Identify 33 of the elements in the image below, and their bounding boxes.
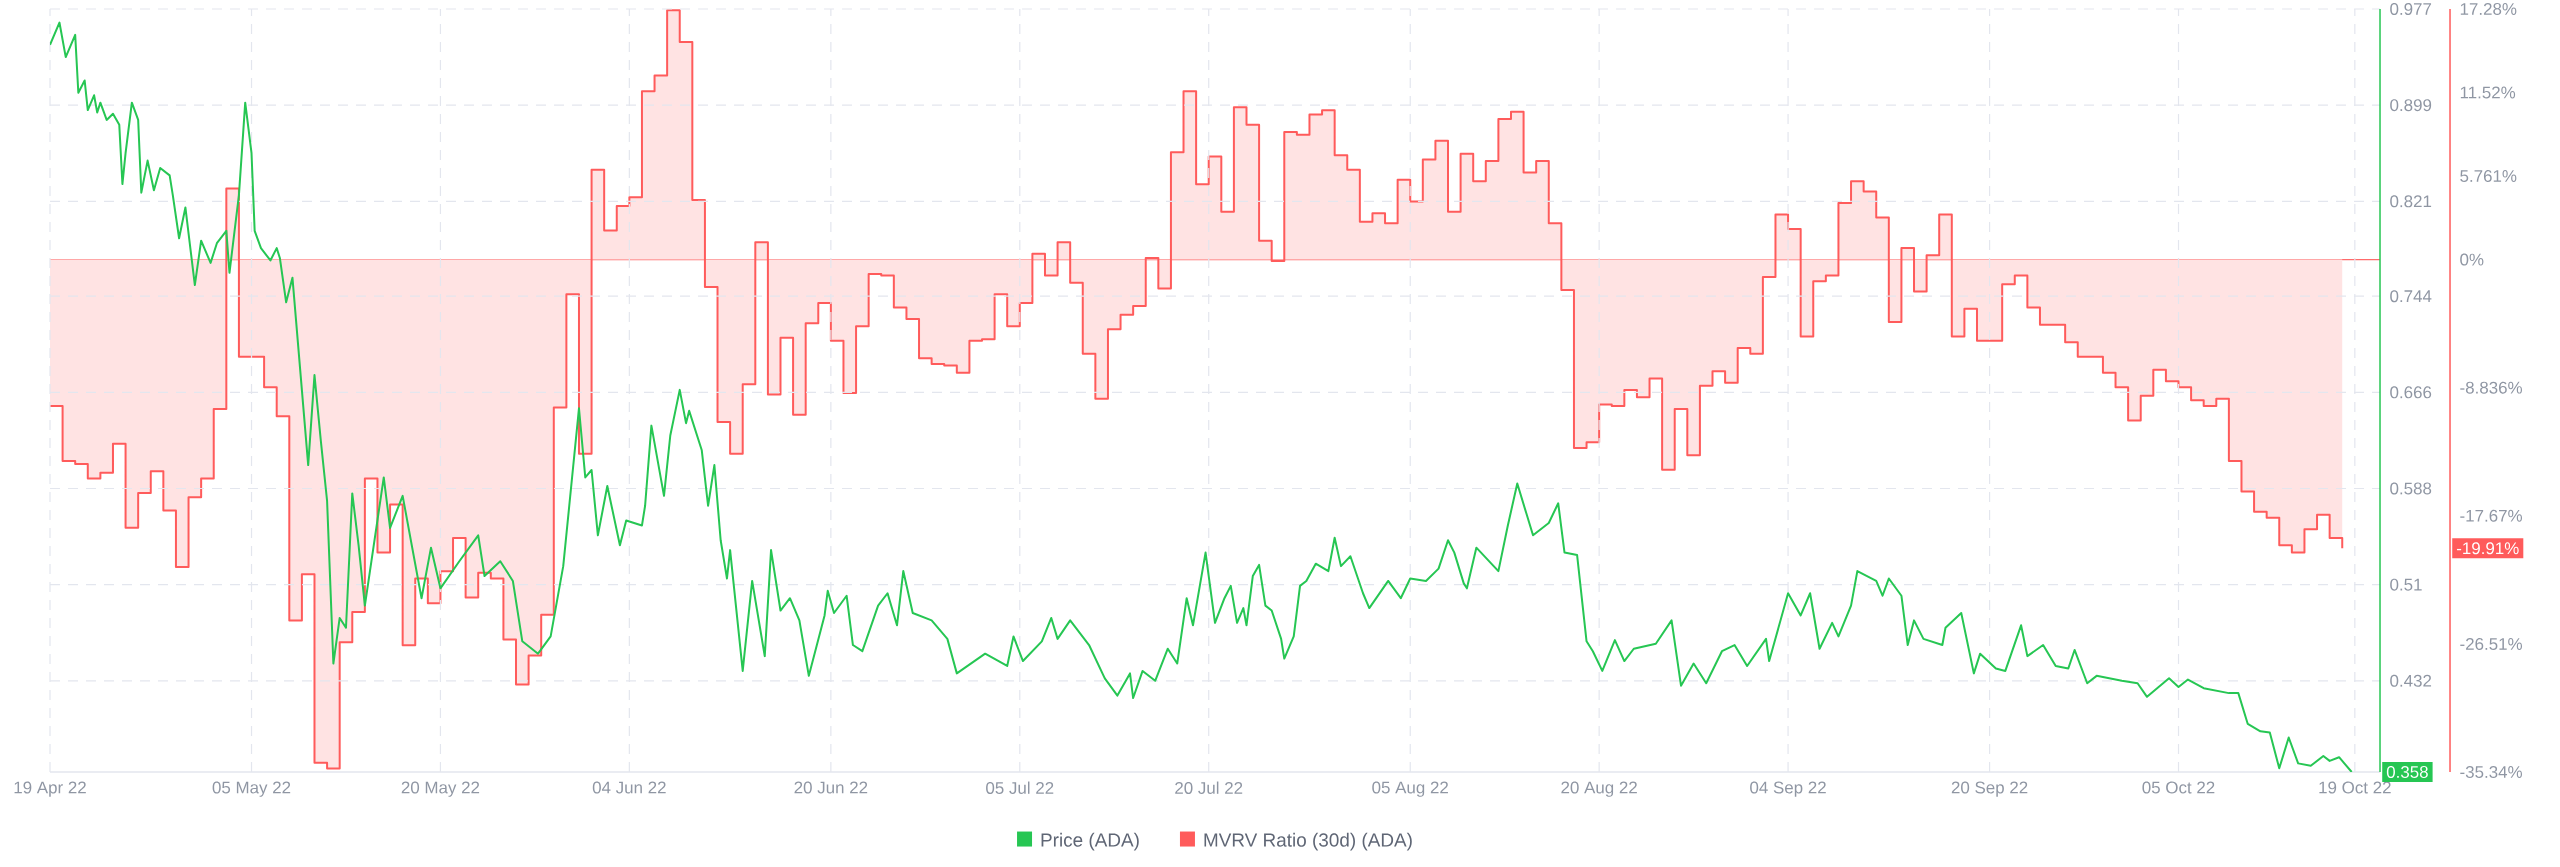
x-tick-label: 05 May 22 <box>212 781 291 797</box>
legend-label: Price (ADA) <box>1041 832 1139 851</box>
y2-tick-label: 0% <box>2460 253 2484 266</box>
y-tick-label: 0.51 <box>2390 578 2422 591</box>
legend-label: MVRV Ratio (30d) (ADA) <box>1204 832 1412 851</box>
y2-tick-label: 11.52% <box>2460 86 2516 99</box>
x-tick-label: 05 Oct 22 <box>2142 781 2215 794</box>
x-tick-label: 20 Sep 22 <box>1951 781 2028 797</box>
y-tick-label: 0.977 <box>2390 2 2432 15</box>
x-tick-label: 19 Oct 22 <box>2319 781 2391 794</box>
x-tick-label: 05 Aug 22 <box>1372 781 1448 797</box>
x-tick-label: 20 Jul 22 <box>1175 781 1243 794</box>
text: -19.91% <box>2456 542 2519 555</box>
y2-tick-label: -8.836% <box>2460 381 2523 394</box>
y2-tick-label: -26.51% <box>2460 637 2523 650</box>
x-tick-label: 04 Sep 22 <box>1750 781 1826 797</box>
x-tick-label: 04 Jun 22 <box>592 781 666 794</box>
y-tick-label: 0.432 <box>2390 674 2432 687</box>
text: 0.358 <box>2386 766 2428 778</box>
y2-tick-label: 5.761% <box>2460 170 2517 183</box>
y2-tick-label: -17.67% <box>2460 509 2523 522</box>
x-tick-label: 20 May 22 <box>401 781 480 797</box>
y2-tick-label: 17.28% <box>2460 2 2517 15</box>
y-tick-label: 0.744 <box>2390 290 2432 303</box>
x-tick-label: 20 Aug 22 <box>1561 781 1637 797</box>
x-tick-label: 20 Jun 22 <box>794 781 868 794</box>
x-tick-label: 05 Jul 22 <box>986 781 1054 794</box>
y-tick-label: 0.821 <box>2390 195 2432 208</box>
y-tick-label: 0.899 <box>2390 99 2432 112</box>
y-tick-label: 0.666 <box>2390 386 2432 399</box>
x-tick-label: 19 Apr 22 <box>14 781 86 797</box>
y-tick-label: 0.588 <box>2390 482 2432 495</box>
y2-tick-label: -35.34% <box>2460 766 2523 778</box>
